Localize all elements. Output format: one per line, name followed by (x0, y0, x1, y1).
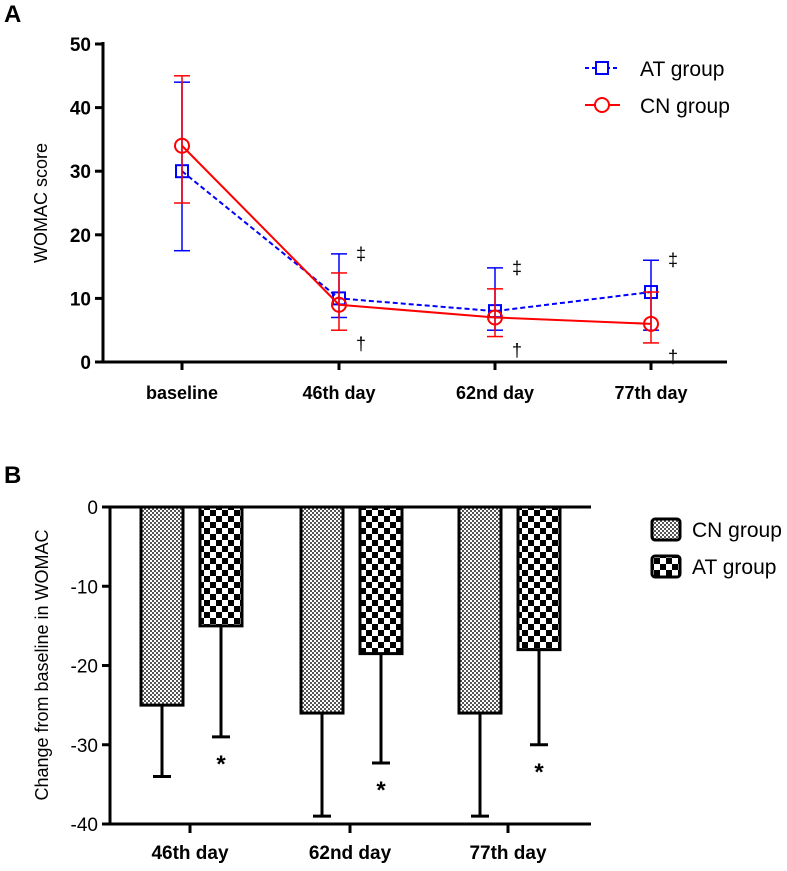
panel-a-label: A (4, 1, 21, 28)
legend-label: CN group (692, 519, 782, 542)
legend-swatch (650, 517, 682, 542)
x-tick-label: 62nd day (309, 843, 392, 864)
y-tick-label: 20 (70, 226, 91, 247)
data-point-circle (331, 296, 347, 313)
annotation-double-dagger: ‡ (356, 244, 366, 264)
x-tick-label: 62nd day (456, 383, 534, 403)
panel-b-ylabel: Change from baseline in WOMAC (32, 529, 52, 800)
y-tick-label: 40 (70, 99, 91, 120)
bar-cn (299, 505, 345, 715)
significance-asterisk: * (216, 751, 226, 778)
annotation-double-dagger: ‡ (668, 250, 678, 270)
x-tick-label: 77th day (469, 843, 547, 864)
data-point-circle (174, 137, 190, 154)
y-tick-label: -40 (71, 815, 98, 836)
x-tick-label: 77th day (614, 383, 687, 403)
annotation-dagger: † (668, 347, 678, 367)
bar-cn (139, 505, 185, 707)
x-tick-label: 46th day (302, 383, 375, 403)
legend-label: CN group (640, 95, 730, 118)
annotation-double-dagger: ‡ (512, 258, 522, 278)
x-tick-label: baseline (146, 383, 218, 403)
annotation-dagger: † (356, 334, 366, 354)
panel-b-chart: CN group * * * AT group 0 -10 -20 -30 -40 46th day… (71, 498, 782, 864)
panel-a-ylabel: WOMAC score (31, 143, 51, 263)
y-tick-label: 30 (70, 162, 91, 183)
legend-label: AT group (692, 556, 776, 579)
bar-at (358, 505, 404, 656)
y-tick-label: 0 (87, 498, 98, 519)
y-tick-label: 10 (70, 289, 91, 310)
y-tick-label: -20 (71, 657, 98, 678)
y-tick-label: 0 (80, 353, 91, 374)
bar-cn (457, 505, 503, 715)
bar-at (516, 505, 562, 652)
significance-asterisk: * (376, 777, 386, 804)
legend-swatch (650, 554, 682, 579)
legend-marker (594, 97, 610, 113)
legend-marker (595, 61, 609, 75)
panel-b-label: B (4, 462, 21, 489)
annotation-dagger: † (512, 341, 522, 361)
series-line-0 (181, 170, 652, 313)
data-point-circle (643, 315, 659, 332)
y-tick-label: 50 (70, 35, 91, 56)
legend-label: AT group (640, 58, 724, 81)
y-tick-label: -30 (71, 736, 98, 757)
series-line-1 (181, 145, 652, 325)
x-tick-label: 46th day (151, 843, 229, 864)
panel-a-chart: 0 10 20 30 40 50 baseline 46th day 62nd day 77th … (70, 35, 730, 403)
y-tick-label: -10 (71, 577, 98, 598)
bar-at (198, 505, 244, 628)
data-point-circle (487, 309, 503, 326)
significance-asterisk: * (534, 759, 544, 786)
